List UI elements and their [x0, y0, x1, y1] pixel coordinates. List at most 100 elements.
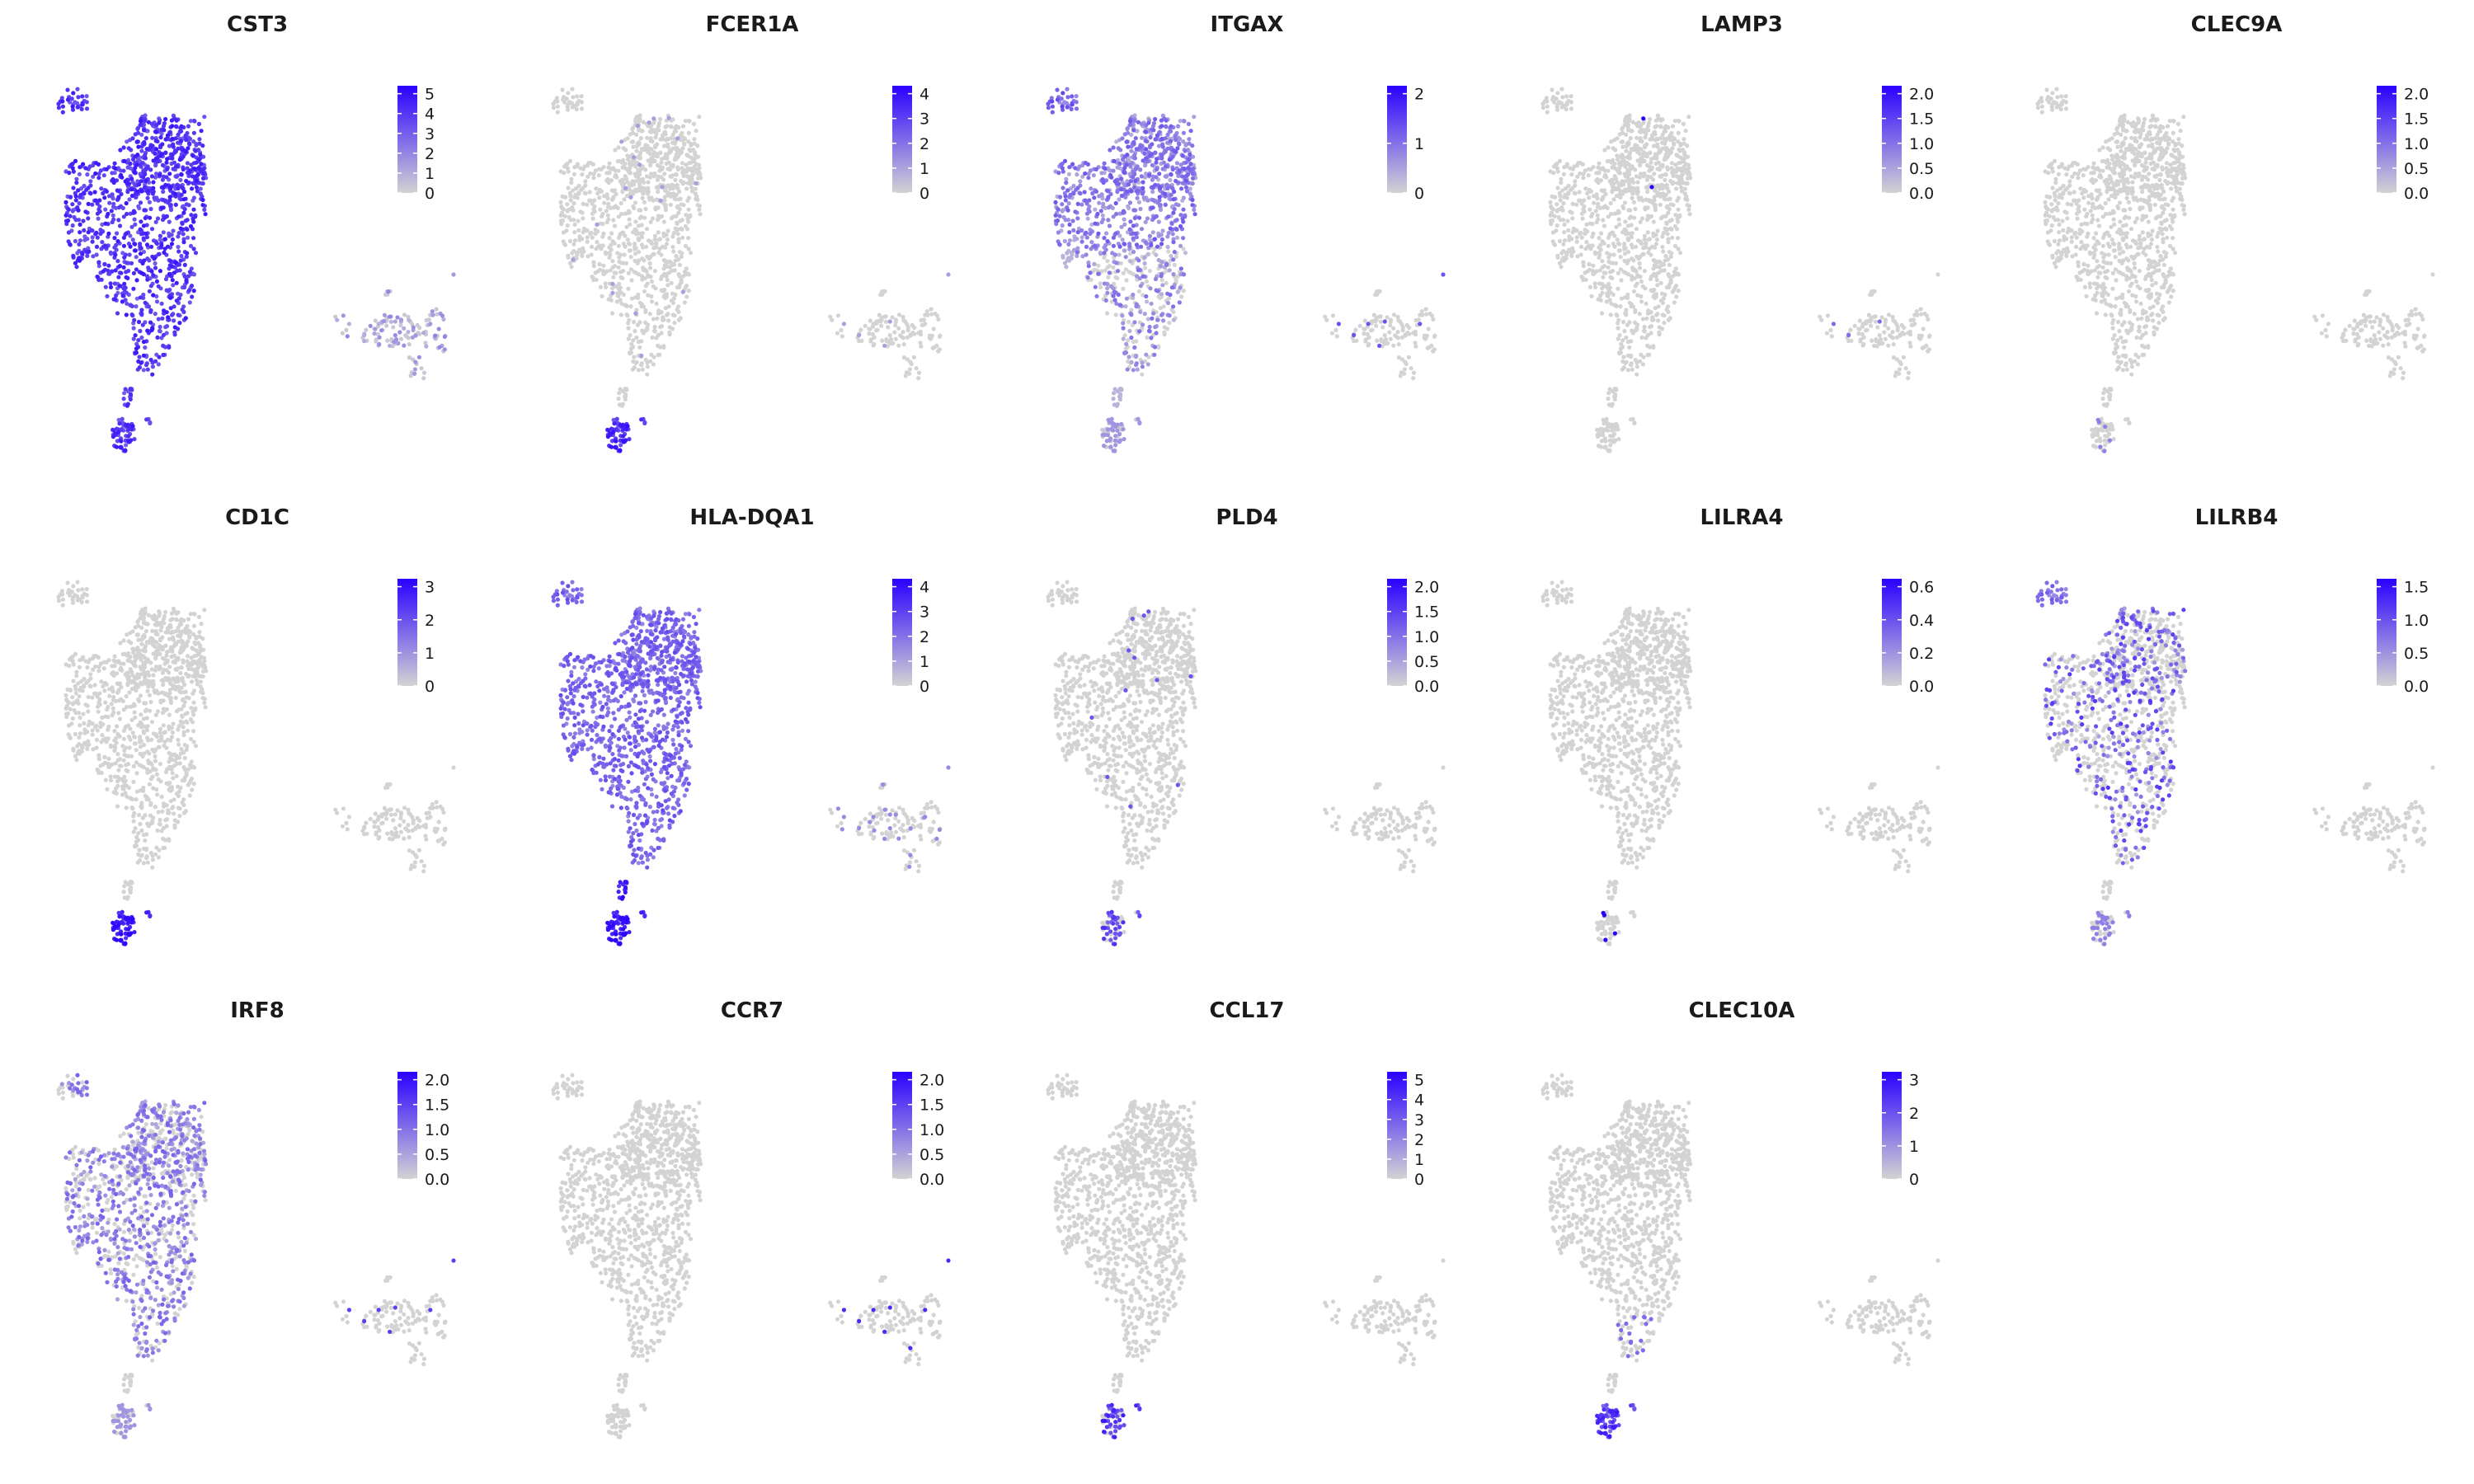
- cell-point: [604, 209, 609, 214]
- cell-point: [1676, 289, 1681, 294]
- cell-point: [1654, 193, 1660, 198]
- cell-point: [1174, 178, 1178, 184]
- cell-point: [1129, 189, 1134, 194]
- cell-point: [920, 322, 924, 327]
- cell-point: [1138, 167, 1143, 172]
- cell-point: [1169, 186, 1174, 190]
- cell-point: [1388, 322, 1393, 328]
- cell-point: [1180, 181, 1185, 186]
- cell-point: [1652, 171, 1657, 176]
- cell-point: [1117, 431, 1122, 437]
- cell-point: [678, 196, 683, 201]
- cell-point: [125, 211, 129, 217]
- cell-point: [1067, 165, 1072, 170]
- cell-point: [1552, 214, 1557, 218]
- cell-point: [138, 295, 143, 300]
- cell-point: [190, 181, 195, 186]
- cell-point: [580, 172, 585, 177]
- cell-point: [194, 143, 199, 148]
- cell-point: [630, 345, 636, 350]
- cell-point: [929, 307, 934, 312]
- cell-point: [137, 182, 142, 187]
- cell-point: [674, 124, 679, 129]
- cell-point: [1103, 298, 1108, 303]
- cell-point: [617, 158, 622, 163]
- cell-point: [430, 312, 435, 317]
- cell-point: [1578, 244, 1584, 249]
- cell-point: [1147, 233, 1152, 238]
- cell-point: [619, 139, 624, 144]
- cell-point: [625, 237, 630, 242]
- cell-point: [184, 202, 189, 207]
- cell-point: [1073, 209, 1078, 214]
- cell-point: [1192, 115, 1197, 120]
- cell-point: [604, 171, 609, 176]
- cell-point: [1063, 218, 1068, 223]
- cell-point: [579, 187, 584, 192]
- cell-point: [335, 317, 340, 322]
- cell-point: [1676, 219, 1681, 224]
- cell-point: [68, 214, 73, 218]
- cell-point: [559, 221, 564, 227]
- cell-point: [1097, 194, 1102, 199]
- cell-point: [689, 168, 694, 173]
- cell-point: [176, 249, 181, 254]
- cell-point: [84, 106, 90, 111]
- cell-point: [90, 235, 95, 240]
- cell-point: [148, 167, 153, 172]
- cell-point: [877, 312, 882, 317]
- cell-point: [1154, 288, 1159, 293]
- cell-point: [1683, 196, 1688, 201]
- cell-point: [1107, 420, 1112, 425]
- cell-point: [1186, 166, 1191, 171]
- cell-point: [1099, 219, 1104, 225]
- cell-point: [1578, 230, 1583, 235]
- cell-point: [1103, 166, 1108, 171]
- cell-point: [66, 207, 71, 212]
- cell-point: [570, 251, 575, 256]
- cell-point: [936, 317, 941, 322]
- cell-point: [878, 292, 883, 297]
- cell-point: [1060, 166, 1065, 171]
- cell-point: [562, 242, 567, 247]
- cell-point: [1177, 168, 1182, 173]
- cell-point: [1154, 175, 1159, 180]
- cell-point: [586, 174, 590, 179]
- cell-point: [1157, 185, 1162, 190]
- cell-point: [634, 148, 639, 153]
- cell-point: [1633, 206, 1638, 212]
- cell-point: [1663, 177, 1667, 182]
- cell-point: [1142, 151, 1147, 156]
- cell-point: [1600, 281, 1605, 286]
- cell-point: [1637, 312, 1642, 317]
- cell-point: [631, 144, 636, 149]
- cell-point: [1578, 252, 1583, 257]
- cell-point: [1069, 106, 1074, 111]
- cell-point: [633, 328, 637, 334]
- cell-point: [604, 251, 609, 256]
- cell-point: [1557, 190, 1562, 195]
- cell-point: [610, 239, 615, 244]
- cell-point: [73, 218, 78, 223]
- cell-point: [1130, 175, 1136, 180]
- cell-point: [1111, 168, 1116, 173]
- cell-point: [143, 178, 148, 184]
- cell-point: [672, 321, 677, 326]
- cell-point: [665, 193, 670, 198]
- cell-point: [151, 180, 156, 185]
- cell-point: [95, 275, 100, 279]
- cell-point: [558, 200, 563, 204]
- cell-point: [1065, 257, 1070, 262]
- cell-point: [672, 157, 677, 162]
- cell-point: [1620, 139, 1625, 144]
- legend-tick-label: 2: [425, 145, 435, 163]
- cell-point: [1115, 190, 1120, 195]
- cell-point: [1407, 331, 1412, 336]
- cell-point: [1143, 163, 1148, 168]
- cell-point: [169, 118, 174, 123]
- cell-point: [130, 424, 135, 429]
- cell-point: [616, 265, 621, 270]
- cell-point: [657, 164, 662, 169]
- cell-point: [187, 168, 192, 173]
- cell-point: [1154, 331, 1159, 336]
